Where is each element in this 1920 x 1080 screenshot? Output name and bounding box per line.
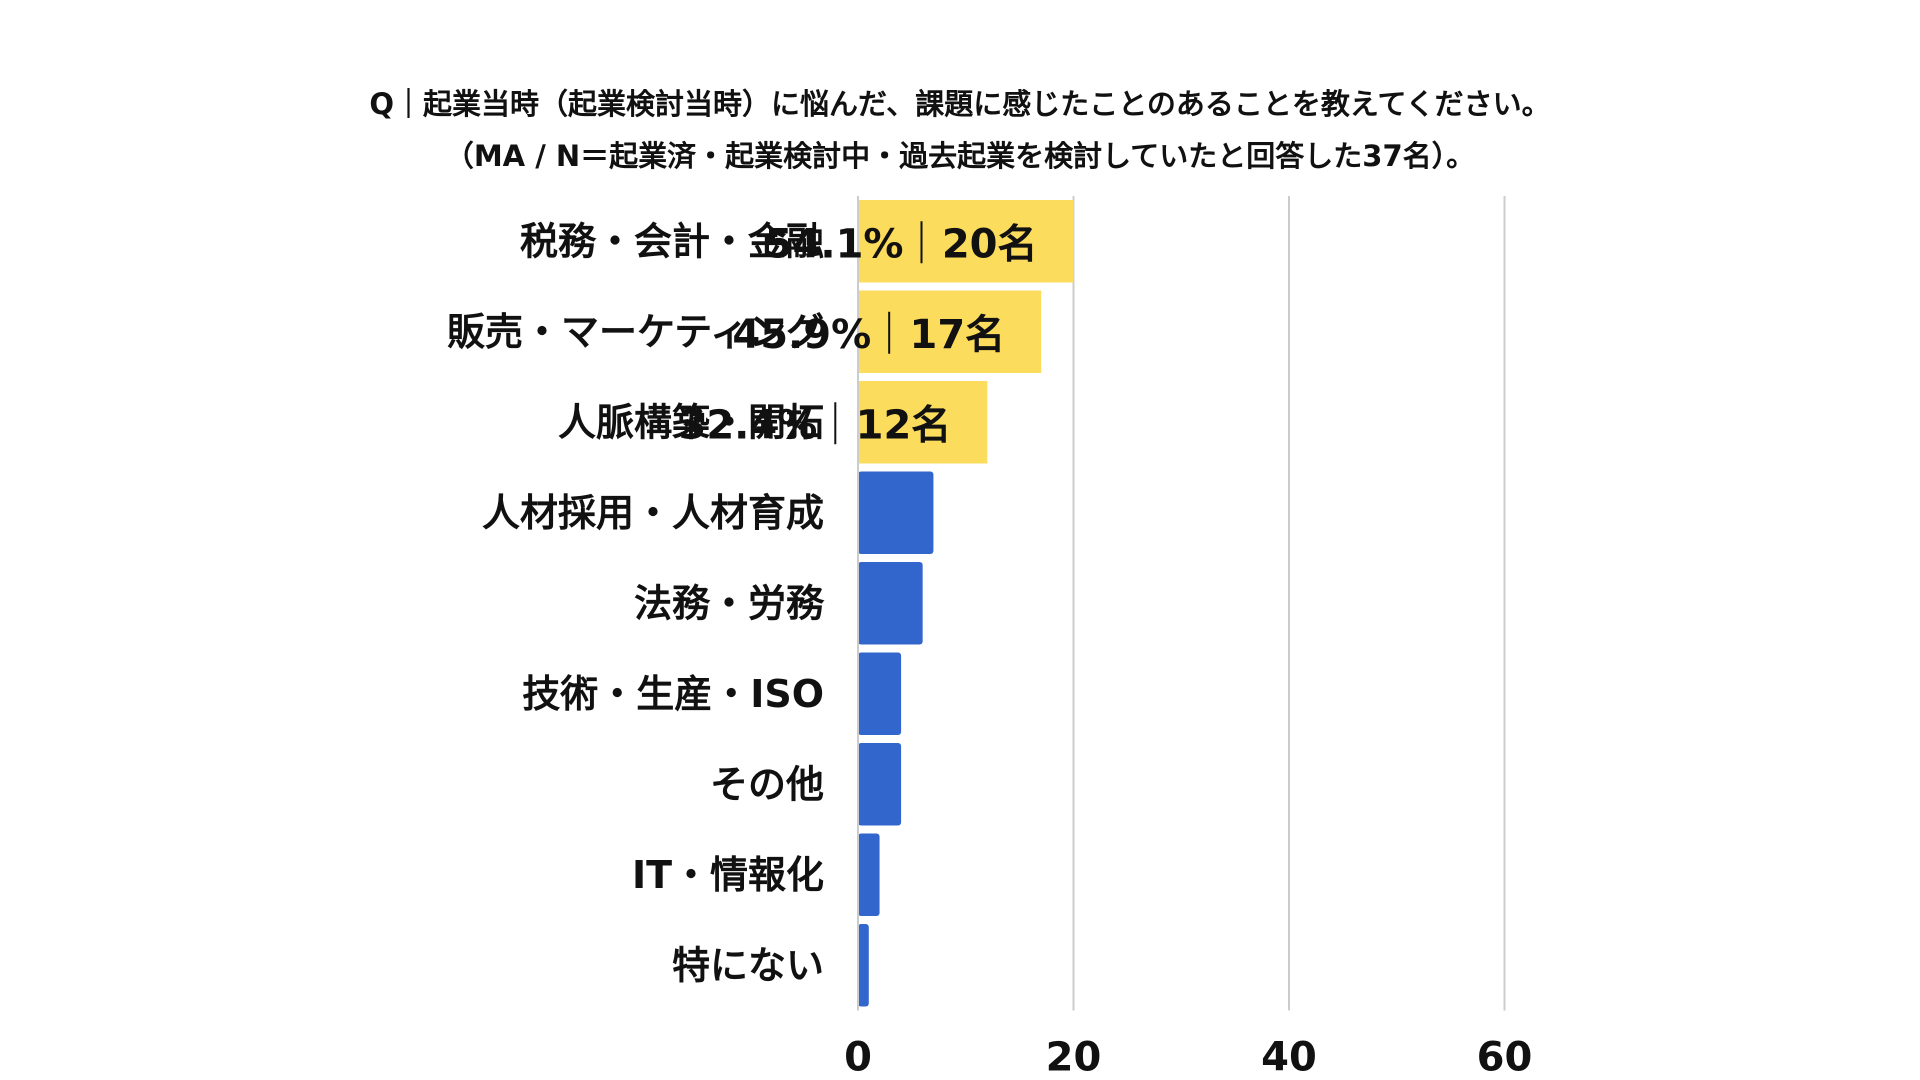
chart-title-block: Q｜起業当時（起業検討当時）に悩んだ、課題に感じたことのあることを教えてください… <box>0 78 1920 182</box>
category-label-3: 人脈構築・開拓 <box>558 400 824 444</box>
category-label-9: 特にない <box>672 943 824 987</box>
data-label-count-3: 12名 <box>856 402 952 448</box>
grid-lines <box>1072 196 1506 1011</box>
bar-3 <box>858 381 988 464</box>
chart-title: Q｜起業当時（起業検討当時）に悩んだ、課題に感じたことのあることを教えてください… <box>369 87 1551 121</box>
data-label-count-1: 20名 <box>942 221 1038 267</box>
bar-7 <box>858 743 902 826</box>
x-tick-label-0: 0 <box>844 1035 872 1080</box>
category-label-2: 販売・マーケティング <box>447 310 824 354</box>
data-label-percent-2: 45.9% <box>732 312 871 358</box>
bar-6 <box>858 652 902 735</box>
data-label-percent-3: 32.4% <box>679 402 818 448</box>
category-label-5: 法務・労務 <box>634 581 825 625</box>
data-label-percent-1: 54.1% <box>765 221 904 267</box>
data-label-count-2: 17名 <box>910 312 1006 358</box>
bar-8 <box>858 833 880 916</box>
chart-subtitle: （MA / N＝起業済・起業検討中・過去起業を検討していたと回答した37名）。 <box>444 139 1476 173</box>
category-label-8: IT・情報化 <box>632 853 824 897</box>
category-label-6: 技術・生産・ISO <box>522 672 824 716</box>
category-label-1: 税務・会計・金融 <box>520 219 824 263</box>
bar-4 <box>858 471 934 554</box>
bar-9 <box>858 924 869 1007</box>
x-tick-label-40: 40 <box>1261 1035 1317 1080</box>
x-tick-label-20: 20 <box>1046 1035 1102 1080</box>
labels: 0 20 40 60 税務・会計・金融 20名 54.1% 販売・マーケティング 17名 45.9… <box>447 219 1532 1080</box>
category-label-7: その他 <box>710 762 824 806</box>
bar-5 <box>858 562 923 645</box>
bar-1 <box>858 200 1074 283</box>
category-label-4: 人材採用・人材育成 <box>482 491 824 535</box>
x-tick-label-60: 60 <box>1477 1035 1533 1080</box>
